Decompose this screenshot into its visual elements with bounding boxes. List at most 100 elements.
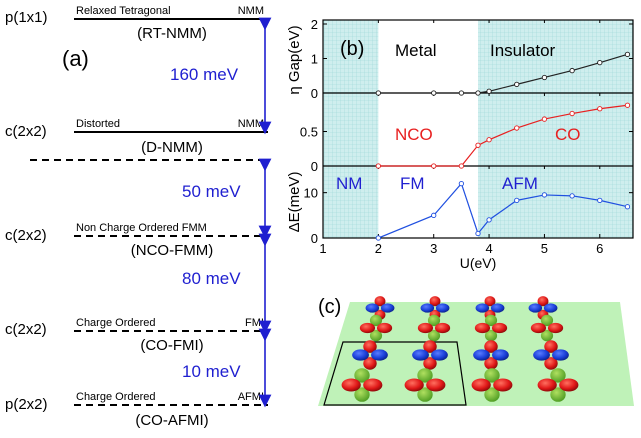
series-line-0 xyxy=(378,53,628,94)
orbital-lobe xyxy=(473,349,490,361)
data-point-2-4 xyxy=(486,217,492,223)
orbital-lobe xyxy=(493,378,513,392)
y-tick-label: 1 xyxy=(311,52,318,67)
orbital-0-3 xyxy=(528,296,558,320)
region-fm-label: FM xyxy=(400,174,425,193)
orbital-3-0 xyxy=(341,368,383,402)
orbital-lobe xyxy=(369,329,383,342)
orbital-lobe xyxy=(417,368,433,383)
orbital-lobe xyxy=(354,387,370,402)
orbital-lobe xyxy=(359,322,376,334)
level-2-name: (D-NMM) xyxy=(141,139,203,156)
series-line-1 xyxy=(378,104,628,167)
orbital-lobe xyxy=(363,378,383,392)
x-axis-label: U(eV) xyxy=(460,255,497,271)
orbital-lobe xyxy=(369,314,383,327)
gap-label-4: 10 meV xyxy=(182,362,241,381)
level-1-cell: p(1x1) xyxy=(5,9,48,26)
level-1-name: (RT-NMM) xyxy=(137,25,207,42)
orbital-lobe xyxy=(550,387,566,402)
region-afm-label: AFM xyxy=(502,174,538,193)
orbital-lobe xyxy=(475,303,490,313)
orbital-lobe xyxy=(484,314,498,327)
level-1-order: NMM xyxy=(238,5,264,17)
x-tick-label: 1 xyxy=(319,241,326,256)
panel-c-label: (c) xyxy=(318,296,341,318)
orbital-lobe xyxy=(376,322,393,334)
orbital-lobe xyxy=(435,303,450,313)
shaded-region-0-1 xyxy=(478,20,633,93)
data-point-1-2 xyxy=(458,163,465,169)
x-tick-label: 5 xyxy=(541,241,548,256)
y-tick-label: 0 xyxy=(311,159,318,174)
gap-label-3: 80 meV xyxy=(182,269,241,288)
orbital-lobe xyxy=(423,357,437,370)
orbital-lobe xyxy=(363,357,377,370)
orbital-lobe xyxy=(427,314,441,327)
orbital-lobe xyxy=(552,349,569,361)
orbital-lobe xyxy=(530,322,547,334)
level-2-desc: Distorted xyxy=(76,118,120,130)
orbital-lobe xyxy=(484,387,500,402)
orbital-lobe xyxy=(491,322,508,334)
orbital-3-3 xyxy=(537,368,579,402)
orbital-lobe xyxy=(423,340,437,353)
y-tick-label: 10 xyxy=(304,186,318,201)
orbital-3-2 xyxy=(471,368,513,402)
gap-label-1: 160 meV xyxy=(170,65,239,84)
y-tick-label: 0 xyxy=(311,86,318,101)
data-point-2-3 xyxy=(475,230,481,237)
region-metal-label: Metal xyxy=(395,41,437,60)
orbital-lobe xyxy=(426,378,446,392)
level-3-name: (NCO-FMM) xyxy=(131,242,213,259)
orbital-lobe xyxy=(374,296,386,307)
data-point-1-0 xyxy=(375,163,382,169)
data-point-1-4 xyxy=(486,137,492,143)
orbital-lobe xyxy=(380,303,395,313)
x-tick-label: 6 xyxy=(596,241,603,256)
level-4-name: (CO-FMI) xyxy=(140,337,203,354)
data-point-2-0 xyxy=(375,235,382,241)
data-point-0-0 xyxy=(375,90,382,96)
orbital-2-3 xyxy=(533,340,569,370)
orbital-lobe xyxy=(363,340,377,353)
y-tick-label: 0 xyxy=(311,231,318,246)
data-point-0-6 xyxy=(541,74,548,81)
data-point-0-2 xyxy=(458,90,465,96)
data-point-1-7 xyxy=(569,110,575,117)
y-axis-label-bottom: ΔE(meV) xyxy=(286,172,303,233)
orbital-lobe xyxy=(537,296,549,307)
level-5-order: AFMI xyxy=(238,391,264,403)
orbital-lobe xyxy=(559,378,579,392)
orbital-lobe xyxy=(537,378,557,392)
y-tick-label: 0.5 xyxy=(300,125,318,140)
data-point-2-1 xyxy=(431,212,437,218)
level-5-name: (CO-AFMI) xyxy=(135,412,208,429)
data-point-2-6 xyxy=(541,192,548,198)
orbital-1-2 xyxy=(474,314,508,342)
orbital-0-0 xyxy=(365,296,395,320)
orbital-lobe xyxy=(547,322,564,334)
orbital-lobe xyxy=(417,322,434,334)
orbital-lobe xyxy=(550,368,566,383)
shaded-region-2-0 xyxy=(323,166,379,238)
orbital-lobe xyxy=(484,329,498,342)
panel-b-label: (b) xyxy=(340,38,364,60)
level-4-desc: Charge Ordered xyxy=(76,317,156,329)
data-point-0-4 xyxy=(486,88,492,94)
orbital-lobe xyxy=(417,387,433,402)
data-point-1-8 xyxy=(597,106,603,112)
shaded-region-1-0 xyxy=(323,93,379,166)
orbital-lobe xyxy=(420,303,435,313)
orbital-lobe xyxy=(371,349,388,361)
data-point-1-1 xyxy=(431,163,437,169)
orbital-lobe xyxy=(412,349,429,361)
data-point-1-9 xyxy=(624,102,631,108)
data-point-1-3 xyxy=(475,142,481,148)
level-5-desc: Charge Ordered xyxy=(76,391,156,403)
orbital-lobe xyxy=(490,303,505,313)
level-2-cell: c(2x2) xyxy=(5,123,47,140)
level-3-cell: c(2x2) xyxy=(5,227,47,244)
